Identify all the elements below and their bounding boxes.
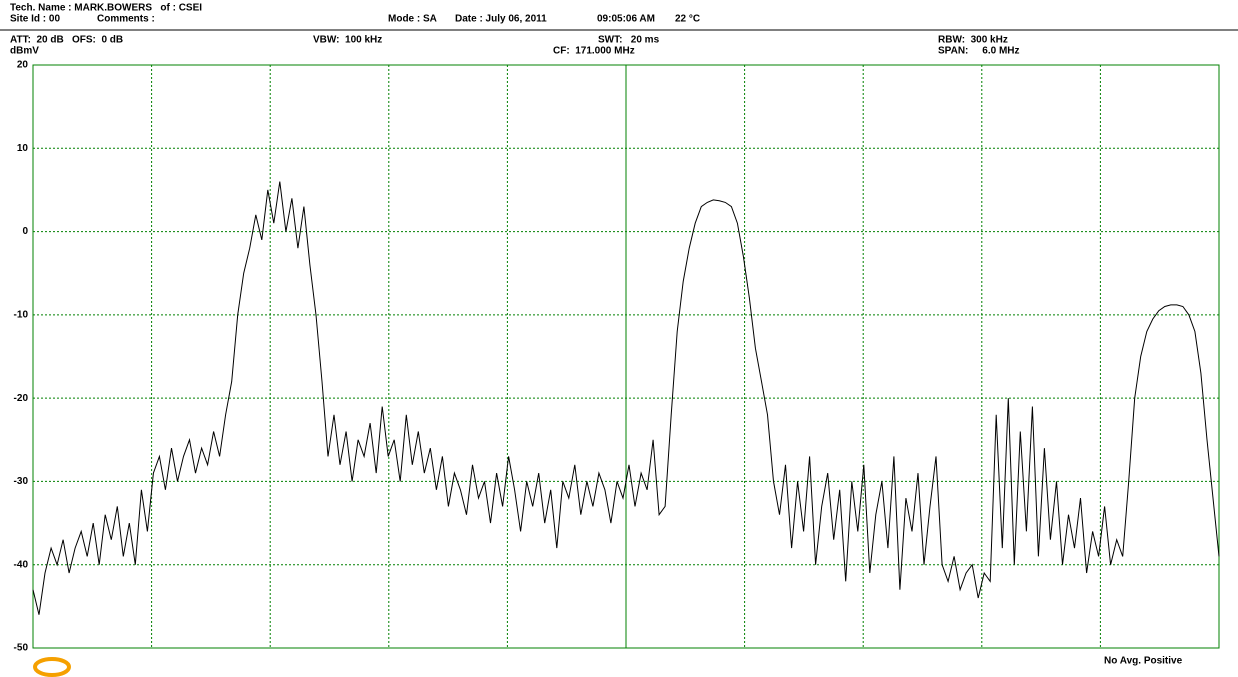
center-frequency: CF: 171.000 MHz (553, 46, 635, 57)
att: ATT: 20 dB (10, 35, 64, 46)
trace (32, 181, 1220, 615)
site-id: Site Id : 00 (10, 14, 60, 25)
swt: SWT: 20 ms (598, 35, 660, 46)
vbw: VBW: 100 kHz (313, 35, 382, 46)
ofs: OFS: 0 dB (72, 35, 123, 46)
rbw: RBW: 300 kHz (938, 35, 1008, 46)
span: SPAN: 6.0 MHz (938, 46, 1020, 57)
mode: Mode : SA (388, 14, 437, 25)
y-axis-label: dBmV (10, 46, 39, 57)
y-tick-label: -50 (14, 643, 29, 654)
tech-name: Tech. Name : MARK.BOWERS of : CSEI (10, 3, 202, 14)
y-tick-label: -10 (14, 309, 29, 320)
y-tick-label: -40 (14, 559, 29, 570)
time: 09:05:06 AM (597, 14, 655, 25)
temperature: 22 °C (675, 14, 700, 25)
y-tick-label: 0 (22, 226, 28, 237)
date: Date : July 06, 2011 (455, 14, 547, 25)
y-tick-label: 10 (17, 143, 29, 154)
y-tick-label: -30 (14, 476, 29, 487)
detector-mode: No Avg. Positive (1104, 656, 1183, 667)
comments: Comments : (97, 14, 155, 25)
logo (33, 657, 71, 677)
y-tick-label: -20 (14, 393, 29, 404)
y-tick-label: 20 (17, 60, 29, 71)
